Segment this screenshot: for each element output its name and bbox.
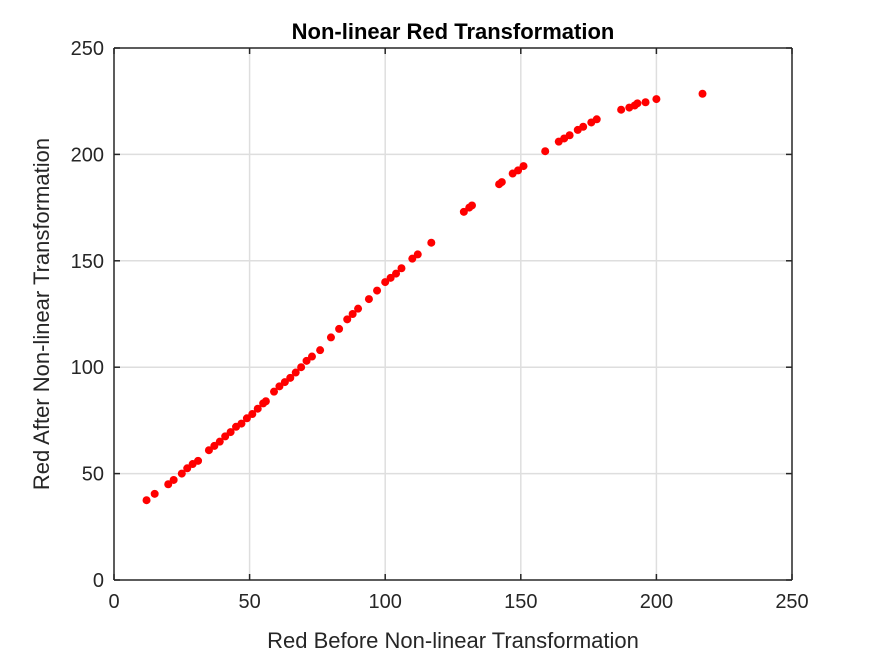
data-point (467, 201, 476, 210)
data-point (326, 333, 335, 342)
data-point (413, 250, 422, 259)
data-point (183, 464, 192, 473)
data-point (164, 480, 173, 489)
x-tick-label: 0 (108, 591, 119, 613)
y-tick-label: 250 (71, 38, 104, 60)
data-point (253, 404, 262, 413)
data-point (286, 373, 295, 382)
data-point (397, 264, 406, 273)
data-point (221, 432, 230, 441)
data-point (307, 352, 316, 361)
data-point (142, 496, 151, 505)
data-point (302, 356, 311, 365)
data-point (237, 419, 246, 428)
data-point (514, 166, 523, 175)
data-point (248, 410, 257, 419)
data-point (194, 456, 203, 465)
data-point (204, 446, 213, 455)
data-point (275, 382, 284, 391)
data-point (392, 269, 401, 278)
data-point (242, 414, 251, 423)
data-point (354, 304, 363, 313)
data-point (226, 428, 235, 437)
data-point (335, 324, 344, 333)
data-point (364, 295, 373, 304)
x-tick-label: 50 (238, 591, 260, 613)
plot-background (114, 48, 792, 580)
data-point (519, 162, 528, 171)
data-point (177, 469, 186, 478)
data-point (592, 115, 601, 124)
data-point (373, 286, 382, 295)
data-point (617, 105, 626, 114)
data-points (142, 89, 707, 505)
data-point (497, 178, 506, 187)
data-point (633, 99, 642, 108)
axes (113, 47, 793, 581)
grid-lines (114, 48, 792, 580)
y-tick-label: 0 (93, 570, 104, 592)
x-tick-label: 150 (504, 591, 537, 613)
data-point (427, 238, 436, 247)
data-point (270, 387, 279, 396)
data-point (579, 122, 588, 131)
data-point (169, 475, 178, 484)
data-point (541, 147, 550, 156)
data-point (408, 254, 417, 263)
y-tick-label: 150 (71, 251, 104, 273)
data-point (343, 315, 352, 324)
data-point (386, 273, 395, 282)
data-point (641, 98, 650, 107)
x-axis-label: Red Before Non-linear Transformation (267, 628, 639, 653)
data-point (698, 89, 707, 98)
chart-title: Non-linear Red Transformation (292, 19, 615, 44)
data-point (652, 95, 661, 104)
data-point (459, 207, 468, 216)
data-point (381, 278, 390, 287)
y-tick-label: 100 (71, 357, 104, 379)
data-point (150, 489, 159, 498)
data-point (280, 378, 289, 387)
data-point (316, 346, 325, 355)
data-point (297, 363, 306, 372)
y-tick-label: 200 (71, 144, 104, 166)
x-tick-label: 250 (775, 591, 808, 613)
data-point (210, 441, 219, 450)
y-tick-label: 50 (82, 464, 104, 486)
x-tick-label: 200 (640, 591, 673, 613)
data-point (291, 368, 300, 377)
data-point (348, 310, 357, 318)
tick-labels: 0 50 100 150 200 250 0 50 100 150 200 250 (71, 38, 809, 613)
x-tick-label: 100 (369, 591, 402, 613)
data-point (261, 397, 270, 406)
data-point (215, 437, 224, 446)
tick-marks (113, 47, 793, 581)
y-axis-label: Red After Non-linear Transformation (29, 138, 54, 490)
data-point (565, 131, 574, 140)
